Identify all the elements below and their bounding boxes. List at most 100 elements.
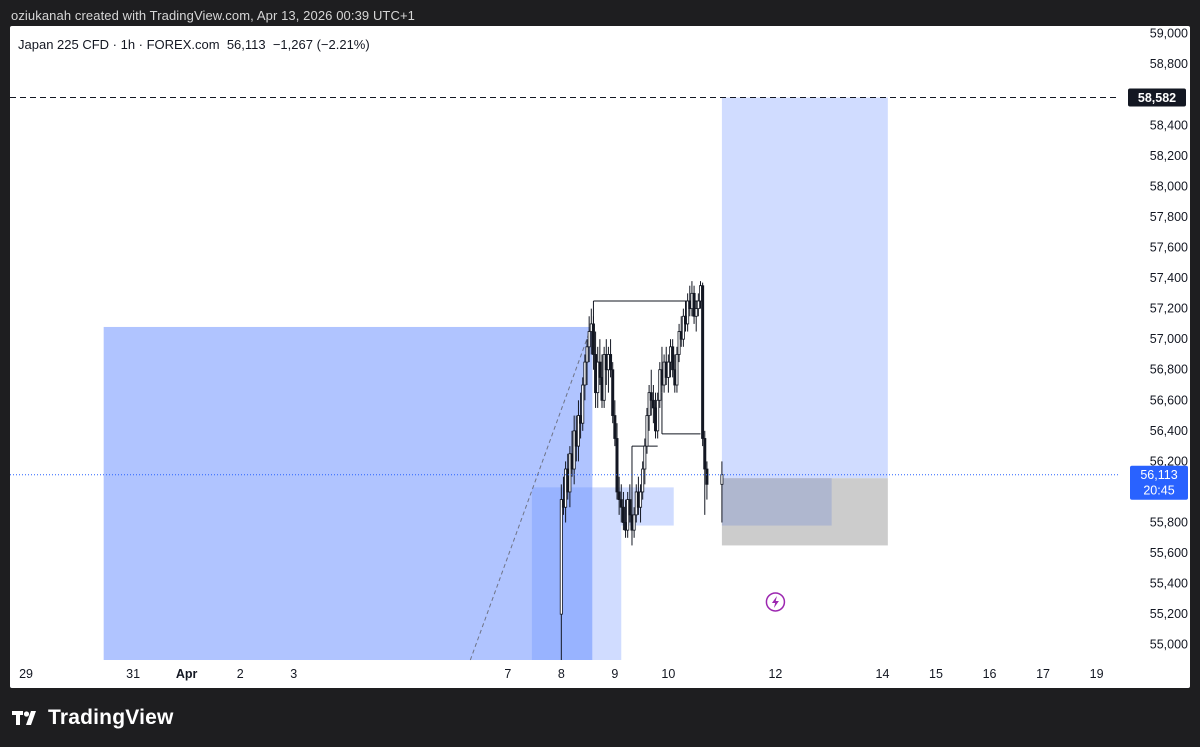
candle: [671, 346, 675, 371]
candle: [705, 468, 709, 485]
candle: [675, 354, 679, 386]
overlay-layer: [10, 96, 1118, 612]
current-price-label-text: 56,113: [1140, 468, 1177, 482]
dashed-level-label-bg: [1128, 88, 1186, 107]
y-tick-label: 56,200: [1150, 454, 1188, 468]
x-tick-label: 19: [1090, 667, 1104, 681]
alert-bolt: [771, 595, 779, 608]
x-tick-label: 29: [19, 667, 33, 681]
countdown-label-text: 20:45: [1143, 484, 1174, 498]
candle: [602, 354, 606, 401]
overlap-zone: [721, 478, 832, 526]
candle: [598, 361, 602, 378]
candle: [666, 361, 670, 378]
x-tick-label: 8: [558, 667, 565, 681]
candle: [696, 300, 700, 310]
legend-last-price: 56,113: [226, 37, 266, 52]
candle: [609, 354, 613, 371]
x-tick-label: 9: [611, 667, 618, 681]
y-tick-label: 56,600: [1150, 393, 1188, 407]
chart-panel[interactable]: 55,00055,20055,40055,60055,80056,00056,2…: [10, 26, 1190, 688]
y-tick-label: 56,800: [1150, 363, 1188, 377]
y-tick-label: 56,400: [1150, 424, 1188, 438]
candle: [568, 453, 572, 493]
candle: [701, 285, 705, 439]
candle: [628, 499, 632, 516]
candle: [617, 491, 621, 500]
x-tick-label: 7: [504, 667, 511, 681]
x-tick-label: 12: [768, 667, 782, 681]
y-tick-label: 57,800: [1150, 210, 1188, 224]
x-tick-label: 31: [126, 667, 140, 681]
candle: [572, 430, 576, 470]
legend-symbol: Japan 225 CFD · 1h · FOREX.com: [18, 37, 220, 52]
y-tick-label: 55,400: [1150, 577, 1188, 591]
x-tick-label: 17: [1036, 667, 1050, 681]
zones-layer: [103, 97, 888, 660]
candle: [576, 415, 580, 447]
candle: [559, 499, 563, 615]
brand-footer: TradingView: [12, 704, 174, 732]
candle: [632, 514, 636, 531]
axes-layer: 55,00055,20055,40055,60055,80056,00056,2…: [19, 27, 1188, 681]
x-tick-label: Apr: [176, 667, 198, 681]
candles-layer: [559, 281, 724, 660]
credit-text: oziukanah created with TradingView.com, …: [11, 8, 415, 23]
candle: [677, 331, 681, 355]
y-tick-label: 57,000: [1150, 332, 1188, 346]
brand-name: TradingView: [48, 706, 174, 729]
candle: [645, 415, 649, 447]
candlestick-chart[interactable]: 55,00055,20055,40055,60055,80056,00056,2…: [10, 26, 1190, 688]
candle: [585, 346, 589, 363]
candle: [649, 392, 653, 401]
x-tick-label: 16: [983, 667, 997, 681]
current-price-label: 56,113 20:45: [1130, 465, 1188, 500]
y-tick-label: 55,600: [1150, 546, 1188, 560]
dashed-level-label: 58,582: [1128, 88, 1186, 107]
candle: [681, 315, 685, 340]
dashed-trend-line: [469, 326, 592, 661]
y-tick-label: 58,200: [1150, 149, 1188, 163]
blue-zone-light-bottom: [592, 487, 622, 660]
candle: [591, 323, 595, 355]
candle: [692, 292, 696, 317]
lightning-alert-icon: [765, 592, 786, 612]
candle: [694, 308, 698, 317]
candle: [703, 438, 707, 470]
candle: [587, 331, 591, 348]
candle: [621, 506, 625, 523]
x-tick-label: 15: [929, 667, 943, 681]
blue-zone-left: [103, 326, 593, 660]
y-tick-label: 59,000: [1150, 27, 1188, 41]
x-tick-label: 3: [290, 667, 297, 681]
candle: [647, 392, 651, 416]
y-tick-label: 57,600: [1150, 241, 1188, 255]
y-tick-label: 58,400: [1150, 118, 1188, 132]
x-tick-label: 14: [876, 667, 890, 681]
x-tick-label: 10: [661, 667, 675, 681]
candle: [615, 438, 619, 493]
candle: [639, 491, 643, 508]
x-tick-label: 2: [237, 667, 244, 681]
candle: [613, 415, 617, 439]
dashed-level-label-text: 58,582: [1138, 91, 1176, 105]
chart-legend: Japan 225 CFD · 1h · FOREX.com 56,113 −1…: [18, 37, 370, 52]
legend-change: −1,267 (−2.21%): [272, 37, 370, 52]
candle: [581, 384, 585, 424]
candle: [656, 399, 660, 432]
y-tick-label: 55,200: [1150, 607, 1188, 621]
candle: [720, 474, 724, 485]
current-price-label-bg: [1130, 465, 1188, 500]
y-tick-label: 57,200: [1150, 302, 1188, 316]
y-tick-label: 55,800: [1150, 516, 1188, 530]
target-zone-top: [721, 97, 888, 479]
y-tick-label: 55,000: [1150, 638, 1188, 652]
candle: [643, 445, 647, 470]
tradingview-logo-icon: [12, 711, 36, 725]
y-tick-label: 58,800: [1150, 57, 1188, 71]
candle: [583, 361, 587, 386]
y-tick-label: 57,400: [1150, 271, 1188, 285]
y-tick-label: 58,000: [1150, 179, 1188, 193]
candle: [651, 399, 655, 409]
